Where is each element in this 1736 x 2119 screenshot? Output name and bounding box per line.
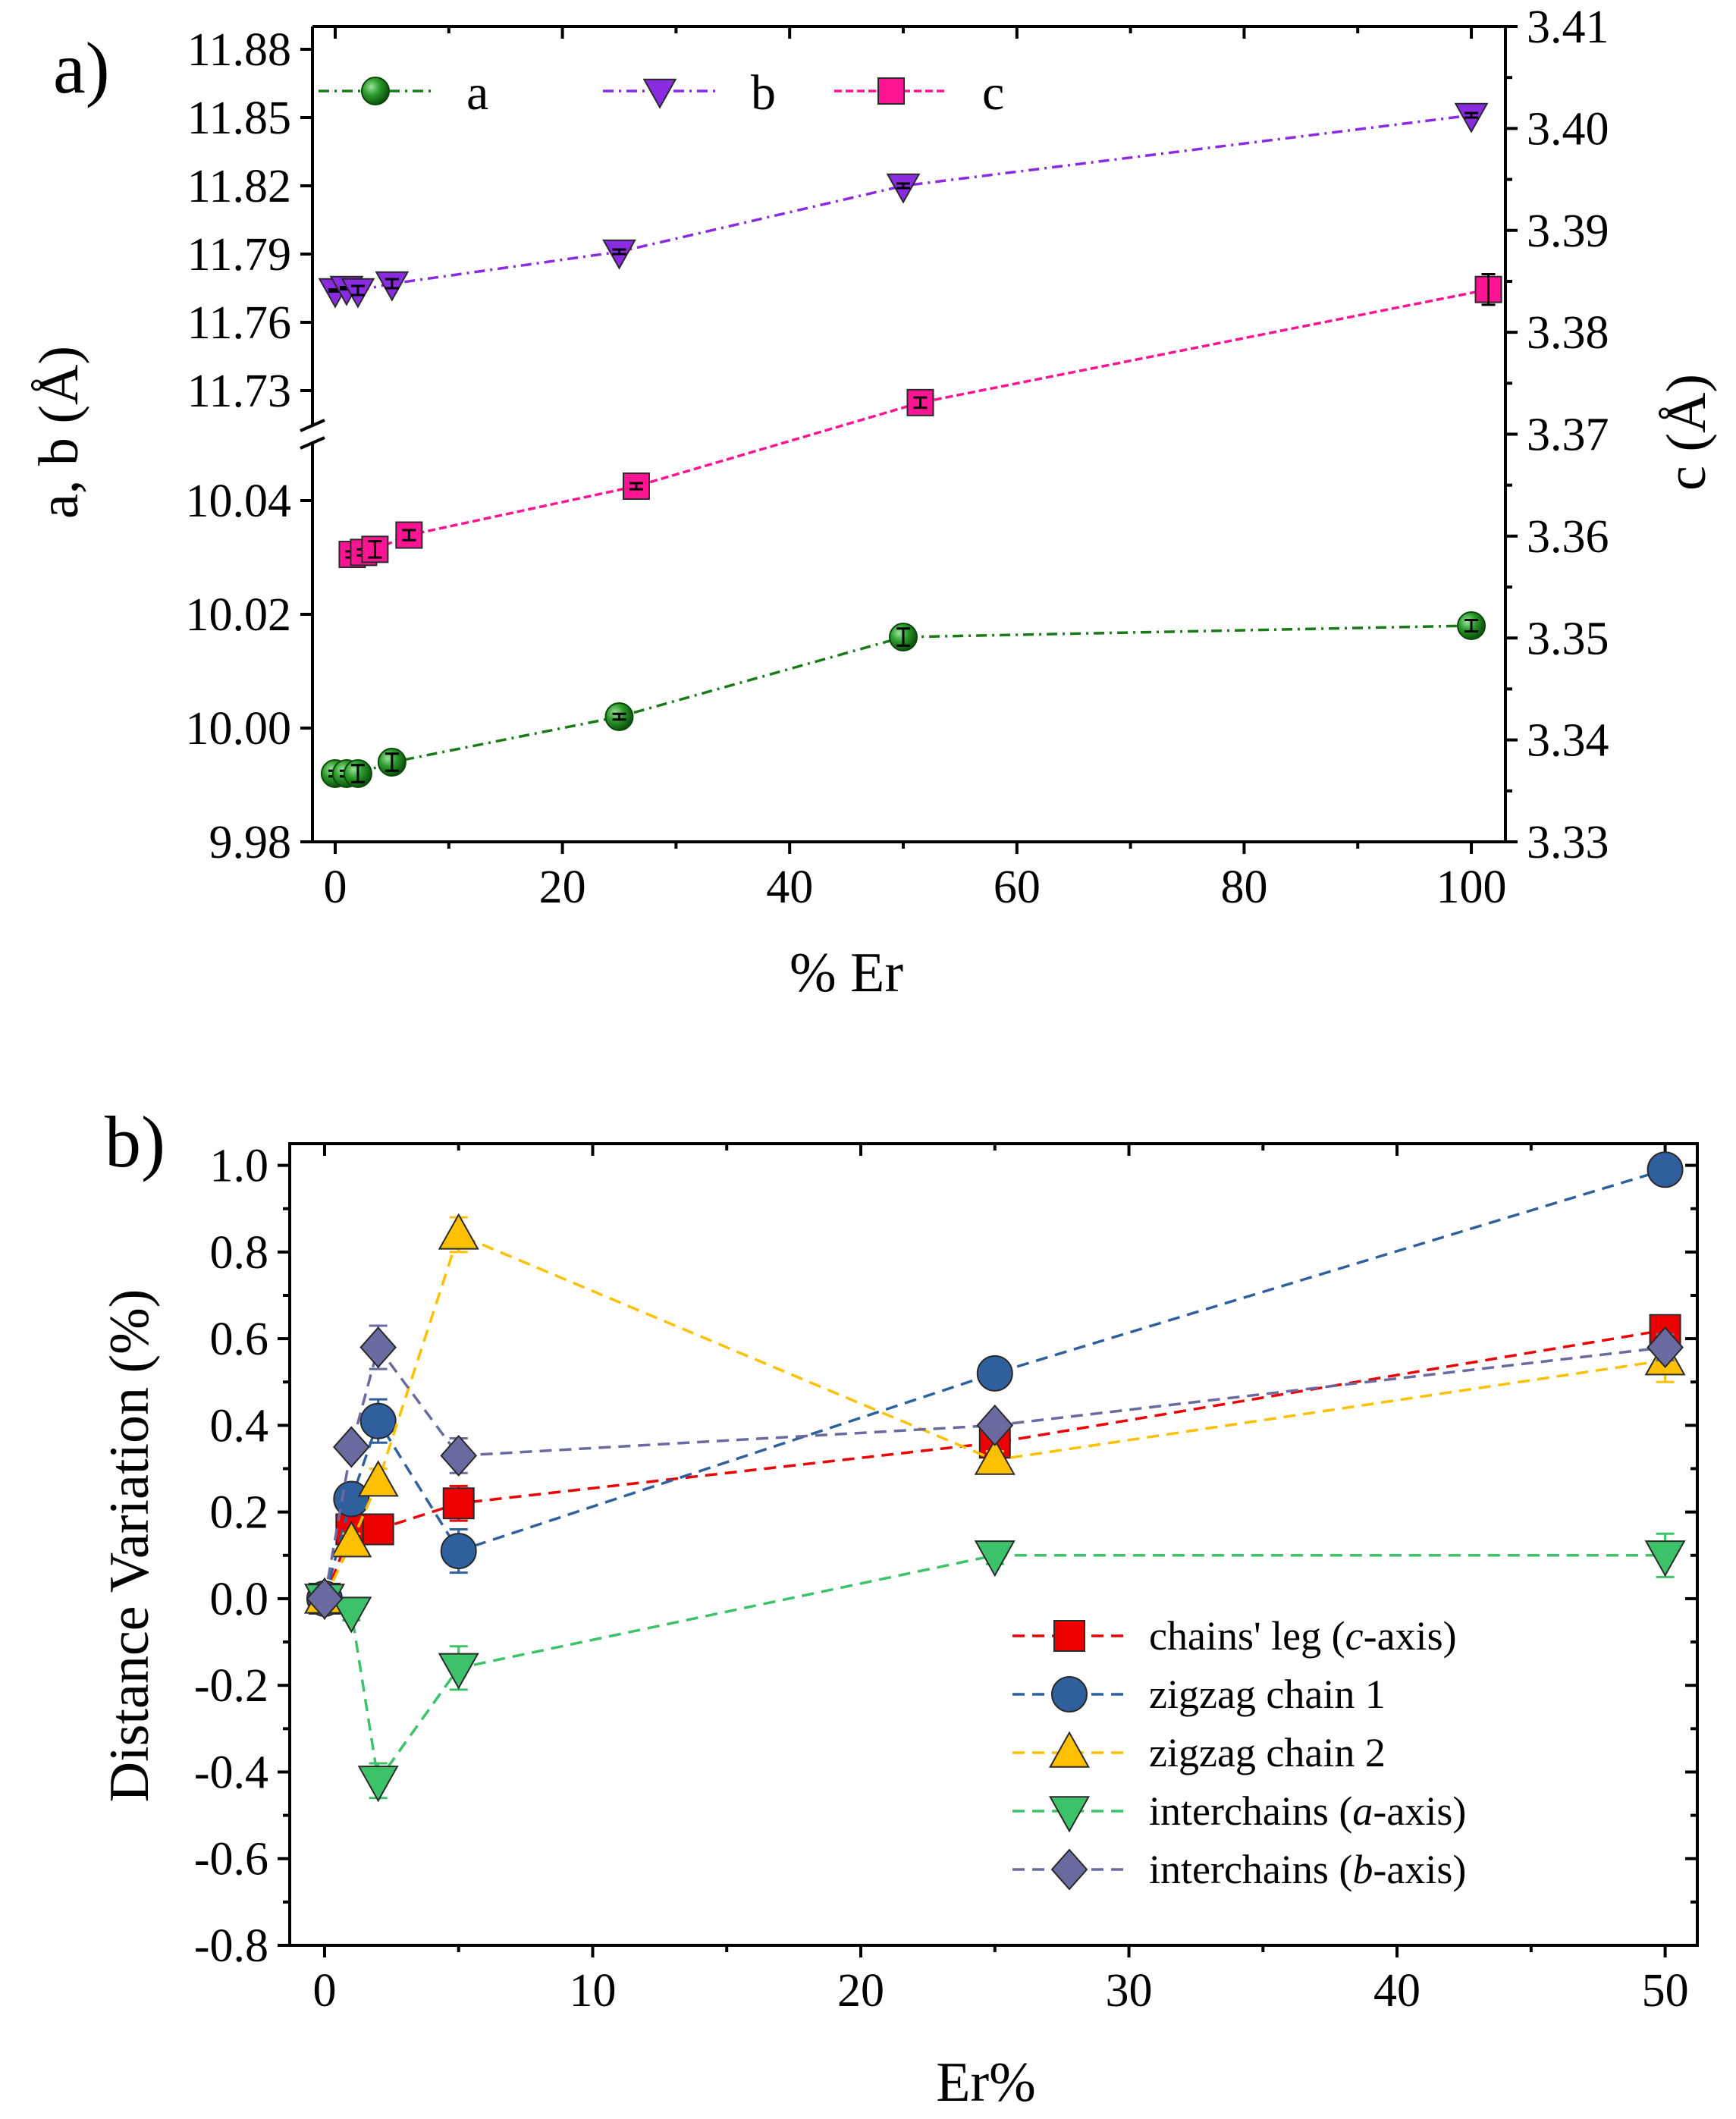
panel-a-series [319, 104, 1501, 787]
panel-a-left-y-axis-label: a, b (Å) [28, 346, 90, 519]
y-left-tick-label: 11.76 [187, 297, 291, 349]
series-a [322, 612, 1485, 787]
legend-marker-b [644, 80, 675, 108]
panel-a-legend: a b c [319, 65, 1004, 121]
x-tick-label: 0 [323, 862, 347, 913]
y-tick-label: 0.8 [210, 1227, 269, 1279]
y-right-tick-label: 3.41 [1527, 2, 1609, 53]
series-b [319, 104, 1486, 307]
y-left-tick-label: 10.02 [186, 589, 292, 641]
y-right-tick-label: 3.33 [1527, 817, 1609, 868]
panel-a-right-y-axis-label: c (Å) [1656, 374, 1718, 491]
y-tick-label: -0.4 [194, 1747, 268, 1798]
y-left-tick-label: 10.00 [186, 703, 292, 755]
x-tick-label: 100 [1436, 862, 1507, 913]
x-tick-label: 40 [766, 862, 813, 913]
legend-label-1: zigzag chain 1 [1149, 1672, 1386, 1717]
y-right-tick-label: 3.39 [1527, 206, 1609, 257]
panel-a-axes: 0 20 40 60 80 100 9.98 10.00 10.02 10.04 11.73 11.7… [186, 2, 1609, 913]
y-tick-label: 0.0 [210, 1574, 269, 1625]
x-tick-label: 50 [1642, 1965, 1689, 2017]
legend-marker-0 [1054, 1621, 1085, 1651]
x-tick-label: 20 [837, 1965, 884, 2017]
y-right-tick-label: 3.34 [1527, 715, 1609, 767]
y-left-tick-label: 10.04 [186, 476, 292, 527]
y-tick-label: -0.8 [194, 1920, 268, 1972]
x-tick-label: 60 [994, 862, 1041, 913]
legend-label-c: c [982, 65, 1004, 121]
legend-marker-3 [1050, 1797, 1089, 1831]
y-tick-label: 1.0 [210, 1141, 269, 1192]
y-left-tick-label: 11.79 [187, 229, 291, 281]
y-tick-label: 0.4 [210, 1400, 269, 1452]
legend-label-4: interchains (b-axis) [1149, 1847, 1466, 1892]
panel-b-y-axis-label: Distance Variation (%) [99, 1289, 161, 1803]
series-line-3 [325, 1556, 1665, 1781]
y-left-tick-label: 11.73 [187, 366, 291, 417]
legend-marker-4 [1052, 1850, 1087, 1889]
x-tick-label: 30 [1106, 1965, 1153, 2017]
x-tick-label: 10 [569, 1965, 616, 2017]
y-right-tick-label: 3.35 [1527, 613, 1609, 664]
legend-label-2: zigzag chain 2 [1149, 1730, 1386, 1775]
y-right-tick-label: 3.38 [1527, 307, 1609, 359]
y-tick-label: -0.6 [194, 1834, 268, 1885]
legend-marker-1 [1052, 1677, 1087, 1712]
y-right-tick-label: 3.36 [1527, 511, 1609, 563]
legend-marker-c [878, 78, 904, 104]
x-tick-label: 0 [312, 1965, 336, 2017]
panel-b-x-axis-label: Er% [936, 2052, 1036, 2114]
panel-a: a) 0 20 40 60 80 100 9.98 10.00 10.02 10.04 11.73 1… [28, 2, 1718, 1004]
data-point-4 [361, 1328, 396, 1367]
y-left-tick-label: 11.82 [187, 161, 291, 212]
data-point-4 [441, 1436, 476, 1475]
data-point-1 [978, 1356, 1012, 1391]
data-point-0 [444, 1488, 474, 1518]
legend-label-b: b [751, 65, 776, 121]
x-tick-label: 80 [1220, 862, 1267, 913]
panel-a-label: a) [53, 27, 110, 108]
data-point-2 [439, 1215, 478, 1249]
panel-b: b) 0 10 20 30 40 50-0.8-0.6-0.4-0.20.00.20.40… [99, 1101, 1697, 2114]
y-right-tick-label: 3.40 [1527, 103, 1609, 155]
panel-b-label: b) [105, 1101, 165, 1182]
legend-label-3: interchains (a-axis) [1149, 1788, 1466, 1834]
legend-marker-a [362, 77, 389, 105]
y-left-tick-label: 9.98 [209, 817, 292, 868]
panel-b-axes: 0 10 20 30 40 50 -0.8 -0.6 -0.4 -0.2 0.0 0.2 0.4 0.6 0… [194, 1141, 1697, 2017]
y-left-tick-label: 11.85 [187, 93, 291, 144]
data-point-1 [1648, 1152, 1683, 1187]
y-tick-label: -0.2 [194, 1660, 268, 1712]
data-point-3 [439, 1654, 478, 1688]
legend-label-a: a [466, 65, 488, 121]
y-left-tick-label: 11.88 [187, 24, 291, 76]
y-tick-label: 0.6 [210, 1314, 269, 1365]
series-line-c [352, 290, 1488, 554]
series-3 [306, 1534, 1684, 1800]
figure: a) 0 20 40 60 80 1009.9810.0010.0210.0411.731… [0, 0, 1736, 2119]
panel-a-x-axis-label: % Er [790, 942, 903, 1004]
data-point-2 [359, 1461, 397, 1496]
series-c [339, 275, 1501, 568]
data-point-1 [361, 1404, 396, 1439]
legend-marker-2 [1050, 1733, 1089, 1767]
x-tick-label: 20 [539, 862, 586, 913]
panel-b-series [306, 1152, 1684, 1800]
panel-b-legend: chains' leg (c-axis) zigzag chain 1 zigzag… [1012, 1613, 1466, 1892]
data-point-1 [441, 1534, 476, 1568]
legend-label-0: chains' leg (c-axis) [1149, 1613, 1457, 1659]
data-point-3 [359, 1766, 397, 1800]
data-point-3 [1646, 1541, 1684, 1575]
y-right-tick-label: 3.37 [1527, 410, 1609, 461]
x-tick-label: 40 [1373, 1965, 1421, 2017]
data-point-0 [363, 1515, 394, 1545]
y-tick-label: 0.2 [210, 1487, 269, 1539]
